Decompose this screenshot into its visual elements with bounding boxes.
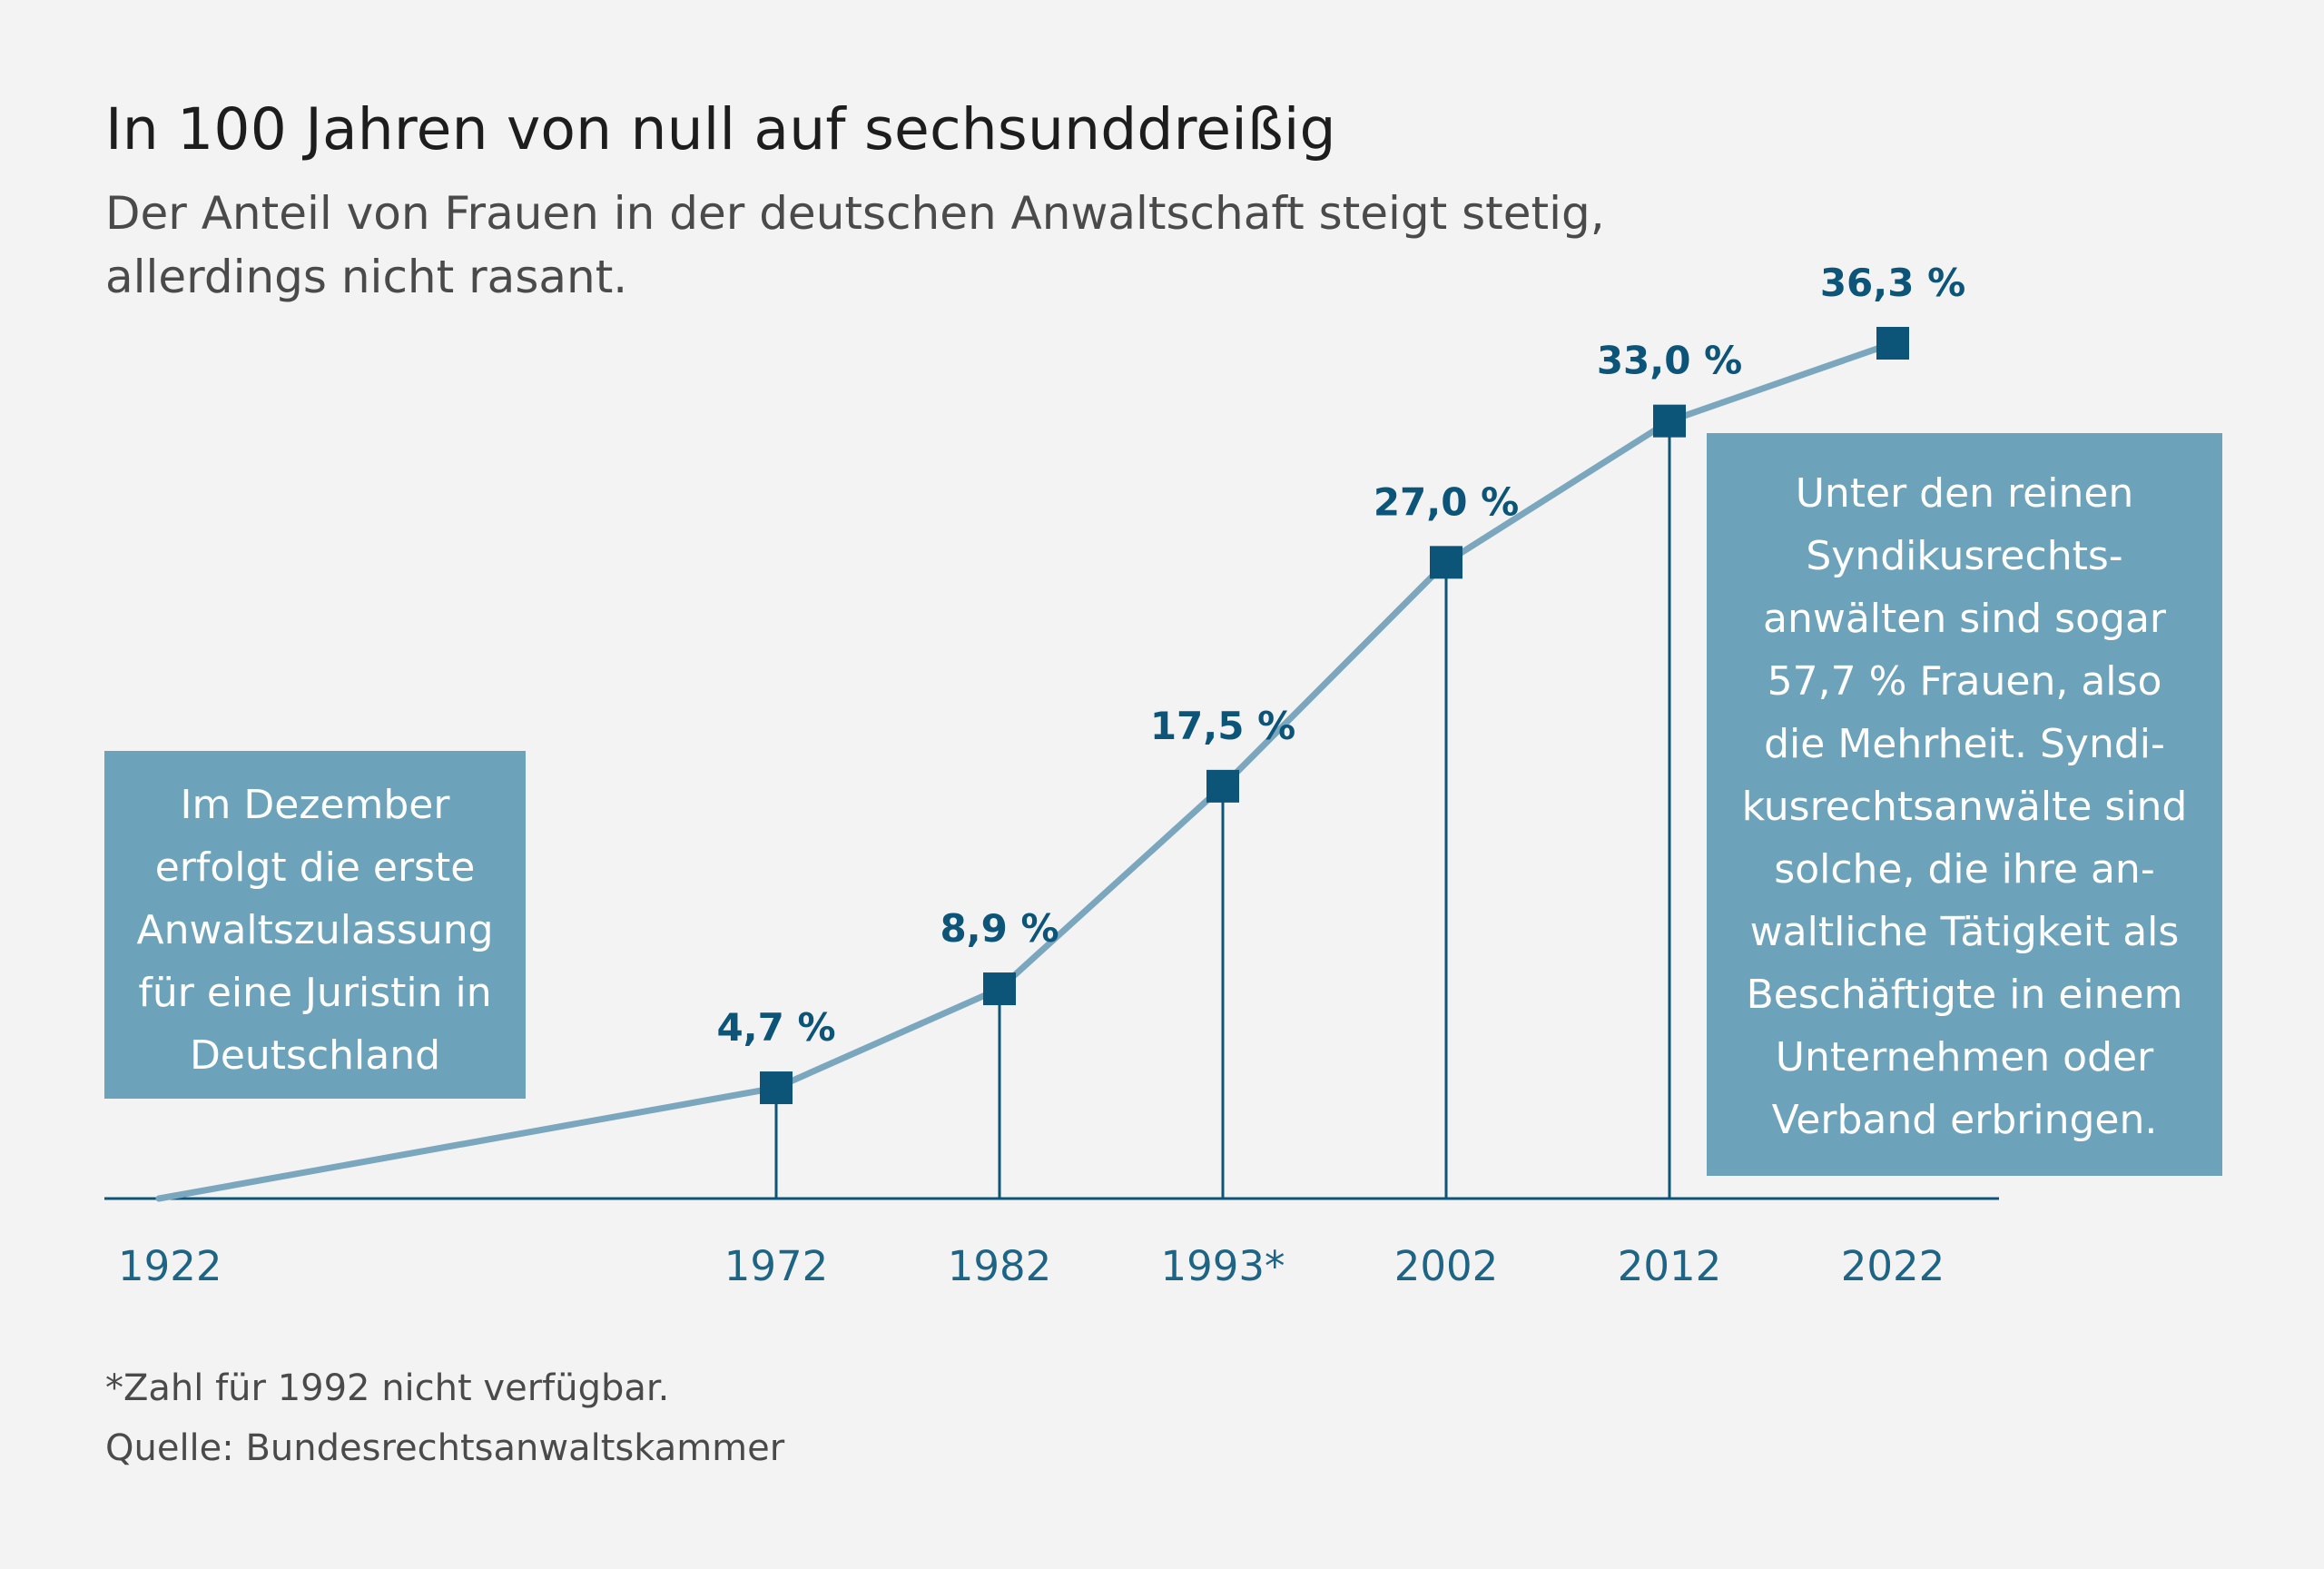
x-tick-label: 1993* (1160, 1242, 1285, 1290)
note-line: anwälten sind sogar (1763, 596, 2166, 642)
value-label: 4,7 % (716, 1005, 835, 1050)
x-tick-label: 2002 (1394, 1242, 1499, 1290)
x-tick-label: 2022 (1841, 1242, 1945, 1290)
note-line: waltliche Tätigkeit als (1749, 909, 2180, 955)
value-label: 8,9 % (940, 906, 1059, 951)
note-line: Deutschland (189, 1032, 441, 1079)
note-line: solche, die ihre an- (1774, 846, 2155, 893)
note-line: Verband erbringen. (1771, 1097, 2158, 1143)
note-line: Im Dezember (180, 782, 450, 828)
value-label: 36,3 % (1820, 261, 1965, 305)
x-tick-label: 1922 (118, 1242, 222, 1290)
data-point-2002 (1430, 546, 1462, 579)
value-label: 17,5 % (1150, 704, 1295, 748)
value-label: 27,0 % (1374, 479, 1519, 524)
note-line: kusrechtsanwälte sind (1741, 784, 2188, 830)
chart-title: In 100 Jahren von null auf sechsunddreiß… (105, 96, 1336, 163)
data-point-1993 (1206, 769, 1239, 803)
chart-subtitle: Der Anteil von Frauen in der deutschen A… (105, 187, 1605, 303)
x-tick-label: 1982 (948, 1242, 1052, 1290)
value-label: 33,0 % (1597, 339, 1742, 383)
source-note: Quelle: Bundesrechtsanwaltskammer (105, 1427, 785, 1469)
data-point-2012 (1653, 404, 1686, 438)
data-point-1972 (760, 1071, 793, 1105)
note-syndikus-lawyers: Unter den reinen Syndikusrechts-anwälten … (1707, 433, 2222, 1176)
note-line: die Mehrheit. Syndi- (1764, 721, 2165, 767)
note-line: Unternehmen oder (1775, 1034, 2154, 1081)
note-line: für eine Juristin in (138, 970, 492, 1016)
note-line: Beschäftigte in einem (1746, 972, 2183, 1018)
data-point-2022 (1876, 327, 1909, 360)
note-line: erfolgt die erste (154, 844, 476, 891)
note-line: Syndikusrechts- (1806, 533, 2123, 579)
data-point-1982 (983, 972, 1016, 1006)
note-line: Unter den reinen (1795, 470, 2134, 517)
note-line: Anwaltszulassung (136, 907, 494, 953)
x-tick-label: 2012 (1618, 1242, 1722, 1290)
x-tick-label: 1972 (724, 1242, 829, 1290)
footnote: *Zahl für 1992 nicht verfügbar. (105, 1367, 670, 1409)
note-first-admission: Im Dezember erfolgt die erste Anwaltszulas… (104, 751, 526, 1099)
note-line: 57,7 % Frauen, also (1767, 658, 2162, 705)
